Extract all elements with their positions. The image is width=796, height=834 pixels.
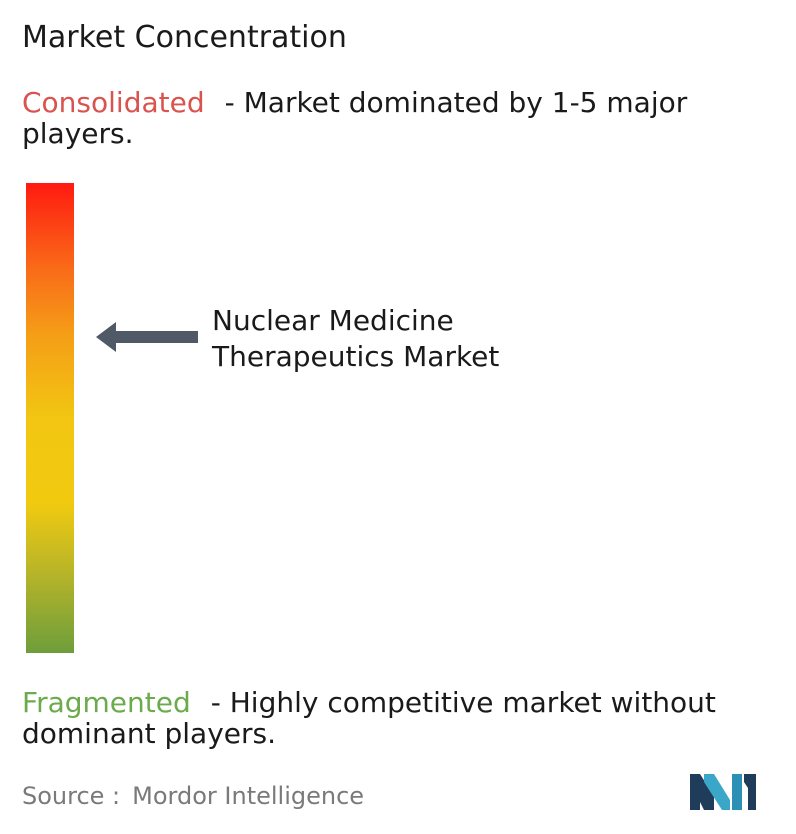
fragmented-description-block: Fragmented - Highly competitive market wi… [22, 687, 792, 749]
consolidated-description: - Market dominated by 1-5 major players. [22, 86, 688, 150]
source-name: Mordor Intelligence [132, 782, 365, 810]
market-label: Nuclear Medicine Therapeutics Market [212, 303, 499, 375]
consolidated-description-block: Consolidated - Market dominated by 1-5 ma… [22, 87, 792, 149]
consolidated-label: Consolidated [22, 86, 205, 119]
mordor-intelligence-logo-icon [690, 774, 756, 810]
fragmented-label: Fragmented [22, 686, 191, 719]
market-label-line1: Nuclear Medicine [212, 304, 454, 338]
fragmented-description: - Highly competitive market without domi… [22, 686, 716, 750]
source-prefix: Source : [22, 782, 121, 810]
arrow-shape [96, 322, 198, 352]
source-credit: Source : Mordor Intelligence [22, 781, 364, 811]
market-label-line2: Therapeutics Market [212, 340, 500, 374]
market-position-arrow-icon [96, 322, 198, 352]
chart-title: Market Concentration [22, 20, 347, 55]
concentration-gradient-bar [26, 183, 74, 653]
